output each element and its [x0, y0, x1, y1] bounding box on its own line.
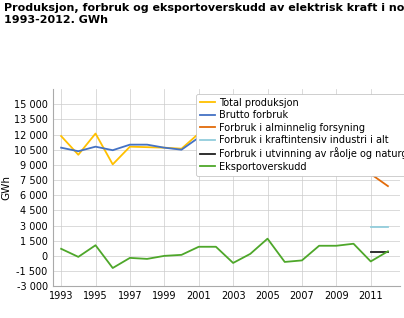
Eksportoverskudd — [76, 255, 81, 259]
Total produksjon — [179, 147, 184, 151]
Eksportoverskudd — [248, 252, 253, 256]
Line: Eksportoverskudd: Eksportoverskudd — [61, 239, 388, 268]
Brutto forbruk — [76, 149, 81, 153]
Brutto forbruk — [110, 148, 115, 152]
Total produksjon — [265, 125, 270, 129]
Total produksjon — [248, 148, 253, 152]
Total produksjon — [196, 132, 201, 135]
Brutto forbruk — [299, 143, 304, 147]
Y-axis label: GWh: GWh — [1, 175, 11, 200]
Total produksjon — [385, 131, 390, 135]
Line: Brutto forbruk: Brutto forbruk — [61, 132, 388, 151]
Eksportoverskudd — [213, 245, 218, 249]
Forbruk i kraftintensiv industri i alt — [385, 225, 390, 228]
Brutto forbruk — [265, 137, 270, 141]
Total produksjon — [213, 132, 218, 135]
Eksportoverskudd — [334, 244, 339, 248]
Total produksjon — [282, 149, 287, 153]
Eksportoverskudd — [110, 266, 115, 270]
Forbruk i kraftintensiv industri i alt — [368, 225, 373, 228]
Total produksjon — [231, 156, 236, 160]
Eksportoverskudd — [265, 237, 270, 241]
Brutto forbruk — [385, 136, 390, 140]
Forbruk i utvinning av råolje og naturgass — [368, 250, 373, 254]
Total produksjon — [59, 134, 63, 138]
Total produksjon — [317, 131, 322, 135]
Brutto forbruk — [145, 143, 149, 147]
Eksportoverskudd — [162, 254, 167, 258]
Text: Produksjon, forbruk og eksportoverskudd av elektrisk kraft i november.
1993-2012: Produksjon, forbruk og eksportoverskudd … — [4, 3, 404, 25]
Eksportoverskudd — [299, 259, 304, 262]
Brutto forbruk — [334, 137, 339, 141]
Total produksjon — [93, 132, 98, 135]
Forbruk i utvinning av råolje og naturgass — [385, 250, 390, 254]
Total produksjon — [351, 125, 356, 129]
Total produksjon — [162, 146, 167, 149]
Eksportoverskudd — [231, 261, 236, 265]
Forbruk i alminnelig forsyning — [368, 172, 373, 176]
Brutto forbruk — [368, 145, 373, 149]
Total produksjon — [145, 145, 149, 149]
Brutto forbruk — [248, 146, 253, 149]
Eksportoverskudd — [351, 242, 356, 245]
Legend: Total produksjon, Brutto forbruk, Forbruk i alminnelig forsyning, Forbruk i kraf: Total produksjon, Brutto forbruk, Forbru… — [196, 94, 404, 176]
Brutto forbruk — [196, 136, 201, 140]
Total produksjon — [76, 153, 81, 157]
Brutto forbruk — [213, 136, 218, 140]
Brutto forbruk — [162, 146, 167, 149]
Line: Total produksjon: Total produksjon — [61, 127, 388, 164]
Brutto forbruk — [179, 148, 184, 152]
Line: Forbruk i alminnelig forsyning: Forbruk i alminnelig forsyning — [371, 174, 388, 186]
Brutto forbruk — [231, 148, 236, 152]
Eksportoverskudd — [128, 256, 133, 260]
Total produksjon — [128, 145, 133, 149]
Brutto forbruk — [282, 146, 287, 149]
Brutto forbruk — [128, 143, 133, 147]
Eksportoverskudd — [93, 243, 98, 247]
Eksportoverskudd — [59, 247, 63, 251]
Brutto forbruk — [317, 133, 322, 136]
Eksportoverskudd — [317, 244, 322, 248]
Eksportoverskudd — [179, 253, 184, 257]
Brutto forbruk — [59, 146, 63, 149]
Total produksjon — [299, 146, 304, 149]
Total produksjon — [110, 162, 115, 166]
Eksportoverskudd — [385, 249, 390, 253]
Brutto forbruk — [93, 145, 98, 149]
Total produksjon — [334, 130, 339, 134]
Eksportoverskudd — [145, 257, 149, 261]
Brutto forbruk — [351, 130, 356, 134]
Eksportoverskudd — [282, 260, 287, 264]
Eksportoverskudd — [196, 245, 201, 249]
Forbruk i alminnelig forsyning — [385, 184, 390, 188]
Total produksjon — [368, 125, 373, 129]
Eksportoverskudd — [368, 259, 373, 263]
